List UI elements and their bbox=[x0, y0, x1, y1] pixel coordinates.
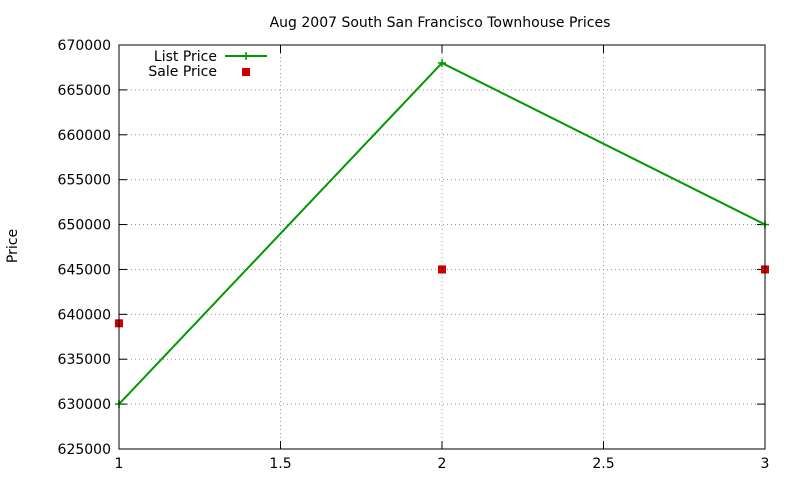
legend-label-sale-price: Sale Price bbox=[148, 64, 217, 80]
y-tick-label: 630000 bbox=[58, 397, 111, 413]
legend-label-list-price: List Price bbox=[154, 49, 217, 65]
y-tick-label: 635000 bbox=[58, 352, 111, 368]
legend-swatch-sale-price bbox=[242, 68, 250, 76]
grid-lines bbox=[119, 45, 765, 449]
y-tick-label: 665000 bbox=[58, 83, 111, 99]
x-tick-label: 2.5 bbox=[592, 456, 614, 472]
y-tick-label: 670000 bbox=[58, 38, 111, 54]
y-tick-label: 650000 bbox=[58, 218, 111, 234]
y-tick-label: 660000 bbox=[58, 128, 111, 144]
x-tick-label: 3 bbox=[761, 456, 770, 472]
y-axis-label: Price bbox=[5, 229, 21, 263]
x-tick-label: 1 bbox=[115, 456, 124, 472]
y-tick-label: 640000 bbox=[58, 307, 111, 323]
y-tick-label: 625000 bbox=[58, 442, 111, 458]
plot-frame bbox=[118, 44, 766, 450]
x-tick-label: 2 bbox=[438, 456, 447, 472]
sale-price-point bbox=[438, 265, 446, 274]
axis-ticks: 625000 630000 635000 640000 645000 650000 6550… bbox=[58, 38, 770, 472]
list-price-point bbox=[438, 58, 446, 67]
x-tick-label: 1.5 bbox=[269, 456, 291, 472]
y-tick-label: 655000 bbox=[58, 173, 111, 189]
y-tick-label: 645000 bbox=[58, 262, 111, 278]
chart-title: Aug 2007 South San Francisco Townhouse P… bbox=[270, 15, 611, 31]
